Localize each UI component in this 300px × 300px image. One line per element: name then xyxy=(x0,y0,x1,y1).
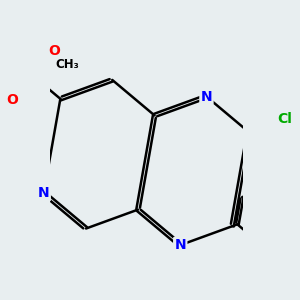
Text: N: N xyxy=(201,89,212,103)
Text: N: N xyxy=(174,238,186,252)
Text: O: O xyxy=(7,93,18,107)
Text: Cl: Cl xyxy=(278,112,292,126)
Text: CH₃: CH₃ xyxy=(55,58,79,71)
Text: N: N xyxy=(38,186,50,200)
Text: O: O xyxy=(48,44,60,58)
